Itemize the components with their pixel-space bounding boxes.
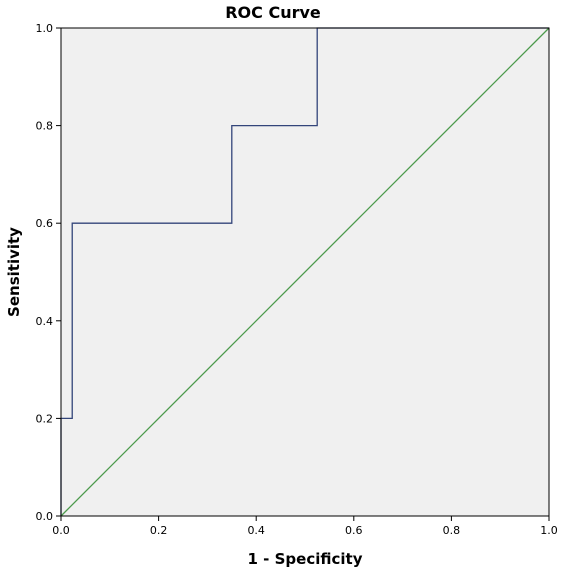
x-tick-label: 0.6 bbox=[345, 524, 363, 537]
y-tick-label: 0.4 bbox=[36, 315, 54, 328]
y-tick-label: 0.8 bbox=[36, 120, 54, 133]
y-axis-label: Sensitivity bbox=[5, 227, 23, 317]
chart-title: ROC Curve bbox=[225, 3, 321, 22]
y-tick-label: 1.0 bbox=[36, 22, 54, 35]
x-tick-label: 0.4 bbox=[247, 524, 265, 537]
x-tick-label: 0.8 bbox=[443, 524, 461, 537]
x-tick-label: 1.0 bbox=[540, 524, 558, 537]
plot-frame bbox=[60, 27, 550, 517]
x-tick-label: 0.2 bbox=[150, 524, 168, 537]
y-tick-label: 0.0 bbox=[36, 510, 54, 523]
y-tick-label: 0.2 bbox=[36, 412, 54, 425]
y-tick-label: 0.6 bbox=[36, 217, 54, 230]
x-axis-label: 1 - Specificity bbox=[248, 550, 363, 568]
series-layer bbox=[60, 27, 550, 517]
x-tick-label: 0.0 bbox=[52, 524, 70, 537]
axes-layer: 0.0 0.2 0.4 0.6 0.8 1.0 0.0 0.2 0.4 0.6 0.8 1.0 bbox=[36, 22, 558, 537]
roc-curve-line bbox=[60, 27, 549, 516]
reference-diagonal-line bbox=[60, 27, 550, 517]
